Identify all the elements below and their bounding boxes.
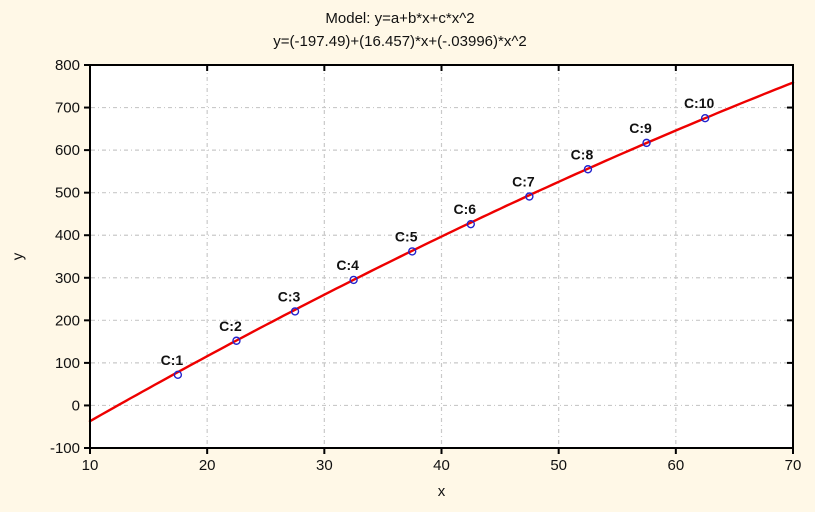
- data-point-label: C:3: [278, 288, 301, 304]
- fit-curve: [88, 81, 795, 423]
- data-point-label: C:5: [395, 228, 418, 244]
- y-tick-label: 300: [55, 270, 80, 287]
- data-point: [583, 165, 593, 174]
- x-tick-label: 30: [316, 457, 333, 474]
- data-point: [349, 275, 358, 285]
- x-tick-label: 20: [199, 457, 216, 474]
- y-axis-label: y: [9, 252, 27, 261]
- data-point-label: C:2: [219, 318, 242, 334]
- y-tick-label: -100: [50, 440, 80, 457]
- data-point: [290, 307, 300, 316]
- chart-subtitle-equation: y=(-197.49)+(16.457)*x+(-.03996)*x^2: [273, 33, 527, 50]
- data-point: [700, 113, 710, 123]
- y-tick-label: 400: [55, 227, 80, 244]
- chart-title: Model: y=a+b*x+c*x^2: [325, 10, 475, 27]
- x-tick-label: 50: [550, 457, 567, 474]
- data-point-label: C:6: [454, 201, 477, 217]
- data-point-label: C:1: [161, 352, 184, 368]
- data-point-label: C:4: [336, 257, 359, 273]
- y-tick-label: 500: [55, 185, 80, 202]
- y-tick-label: 100: [55, 355, 80, 372]
- data-point: [525, 192, 534, 201]
- y-tick-label: 0: [72, 397, 80, 414]
- y-tick-label: 800: [55, 57, 80, 74]
- x-axis-label: x: [437, 483, 446, 500]
- y-tick-label: 700: [55, 100, 80, 117]
- data-point-label: C:10: [684, 95, 715, 111]
- data-point: [642, 138, 651, 148]
- y-tick-label: 200: [55, 312, 80, 329]
- y-tick-label: 600: [55, 142, 80, 159]
- data-point-label: C:9: [629, 120, 652, 136]
- data-point-label: C:8: [571, 146, 594, 162]
- x-tick-label: 60: [667, 457, 684, 474]
- x-tick-label: 70: [785, 457, 802, 474]
- x-tick-label: 10: [82, 457, 99, 474]
- data-point: [173, 370, 183, 380]
- data-point: [232, 336, 241, 345]
- data-point: [466, 219, 475, 229]
- data-point: [408, 247, 417, 256]
- x-tick-label: 40: [433, 457, 450, 474]
- data-point-label: C:7: [512, 173, 535, 189]
